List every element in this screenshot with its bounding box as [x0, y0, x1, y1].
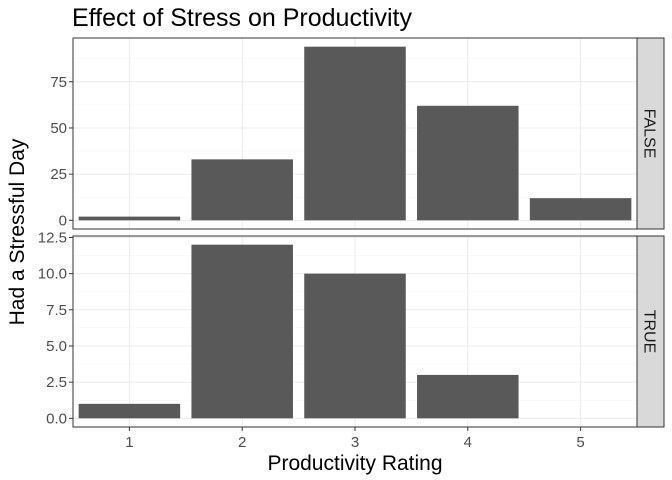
y-tick-label: 0.0: [46, 410, 67, 427]
x-tick-label: 4: [464, 434, 472, 451]
bar-false-5: [529, 198, 632, 221]
x-axis-title: Productivity Rating: [267, 452, 442, 475]
bar-false-1: [78, 216, 181, 221]
y-tick-label: 12.5: [38, 229, 67, 246]
bar-false-4: [417, 105, 519, 221]
bar-true-1: [78, 403, 181, 419]
facet-strip: [636, 235, 665, 428]
x-tick-label: 2: [238, 434, 246, 451]
bar-false-3: [304, 46, 406, 221]
y-tick-label: 50: [50, 120, 67, 137]
y-tick-label: 5.0: [46, 338, 67, 355]
chart-panels: 0 25 50 75 FALSE 0.0 2.5 5.0 7.5 10.0 12.5 TRUE 1 2 3 4…: [38, 37, 665, 451]
x-tick-label: 5: [576, 434, 584, 451]
facet-strip: [636, 37, 665, 230]
bar-true-4: [417, 374, 519, 419]
y-tick-label: 2.5: [46, 374, 67, 391]
y-tick-label: 0: [59, 212, 67, 229]
x-tick-label: 1: [125, 434, 133, 451]
y-tick-label: 7.5: [46, 302, 67, 319]
y-axis-title: Had a Stressful Day: [6, 138, 29, 325]
bar-true-3: [304, 273, 406, 419]
x-tick-label: 3: [351, 434, 359, 451]
facet-strip-label: TRUE: [641, 310, 658, 354]
chart-title: Effect of Stress on Productivity: [72, 4, 412, 32]
y-tick-label: 10.0: [38, 266, 67, 283]
y-tick-label: 75: [50, 74, 67, 91]
y-tick-label: 25: [50, 166, 67, 183]
facet-strip-label: FALSE: [641, 109, 658, 159]
bar-false-2: [191, 159, 293, 221]
bar-true-2: [191, 244, 293, 419]
